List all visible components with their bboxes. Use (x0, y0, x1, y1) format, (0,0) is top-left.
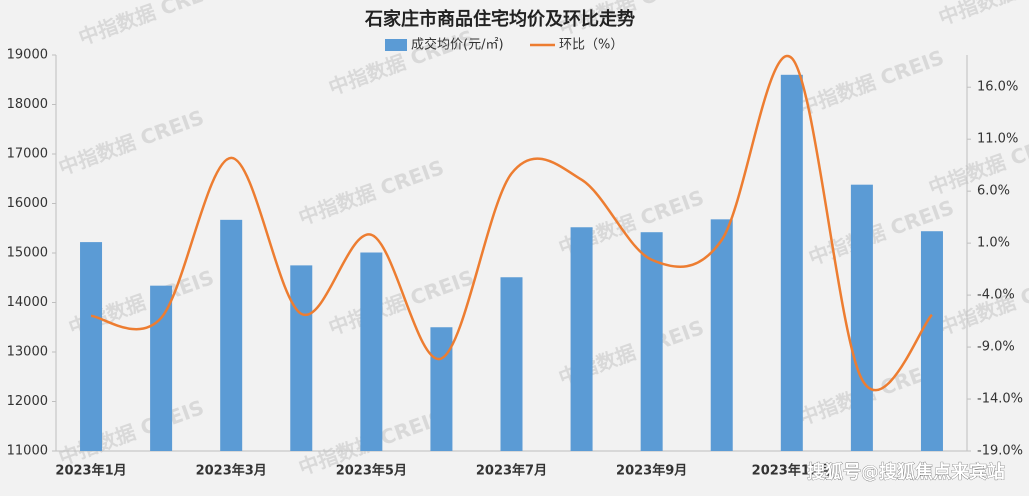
bar (500, 277, 523, 451)
y-tick-label: 16000 (7, 196, 48, 211)
watermark: 中指数据 CREIS (55, 105, 207, 180)
bar (80, 242, 103, 451)
y-tick-label: 18000 (7, 97, 48, 112)
watermark: 中指数据 CREIS (295, 155, 447, 230)
y-tick-label: 14000 (7, 295, 48, 310)
watermark: 中指数据 CREIS (795, 45, 947, 120)
watermark: 中指数据 CREIS (55, 395, 207, 470)
bar (360, 252, 383, 451)
watermarks: 中指数据 CREIS 中指数据 CREIS 中指数据 CREIS 中指数据 CREIS… (55, 0, 1029, 480)
chart-title: 石家庄市商品住宅均价及环比走势 (364, 8, 635, 30)
bar (430, 327, 453, 451)
bar (290, 265, 313, 451)
y2-tick-label: 16.0% (977, 80, 1018, 95)
x-tick-label: 2023年5月 (336, 463, 407, 479)
bar (150, 285, 173, 451)
y2-tick-label: -9.0% (977, 340, 1015, 355)
y-tick-label: 15000 (7, 246, 48, 261)
bar (850, 184, 873, 451)
bar (640, 232, 663, 451)
watermark: 中指数据 CREIS (75, 0, 227, 50)
x-tick-label: 2023年1月 (55, 463, 126, 479)
bar (570, 227, 593, 451)
y-tick-label: 13000 (7, 345, 48, 360)
y2-tick-label: -14.0% (977, 392, 1023, 407)
x-tick-label: 2023年7月 (476, 463, 547, 479)
watermark: 中指数据 CREIS (935, 0, 1029, 30)
line (90, 54, 933, 392)
bar (220, 219, 243, 451)
bar (920, 231, 943, 451)
watermark: 中指数据 CREIS (325, 265, 477, 340)
x-tick-label: 2023年9月 (616, 463, 687, 479)
watermark: 中指数据 CREIS (325, 25, 477, 100)
y-tick-label: 17000 (7, 147, 48, 162)
x-tick-label: 2023年11月 (752, 463, 832, 479)
y-tick-label: 12000 (7, 394, 48, 409)
y2-tick-label: -4.0% (977, 288, 1015, 303)
y2-tick-label: 1.0% (977, 236, 1010, 251)
y2-tick-label: 11.0% (977, 132, 1018, 147)
y-tick-label: 19000 (7, 48, 48, 63)
bar (780, 74, 803, 452)
y2-tick-label: -19.0% (977, 444, 1023, 459)
legend-label: 成交均价(元/㎡) (411, 37, 504, 53)
legend-swatch (385, 39, 407, 51)
source-label: 搜狐号@搜狐焦点来宾站 (807, 461, 1005, 483)
x-tick-label: 2023年3月 (196, 463, 267, 479)
bar (710, 219, 733, 451)
legend-label: 环比（%） (559, 38, 623, 53)
y-tick-label: 11000 (7, 444, 48, 459)
y2-tick-label: 6.0% (977, 184, 1010, 199)
